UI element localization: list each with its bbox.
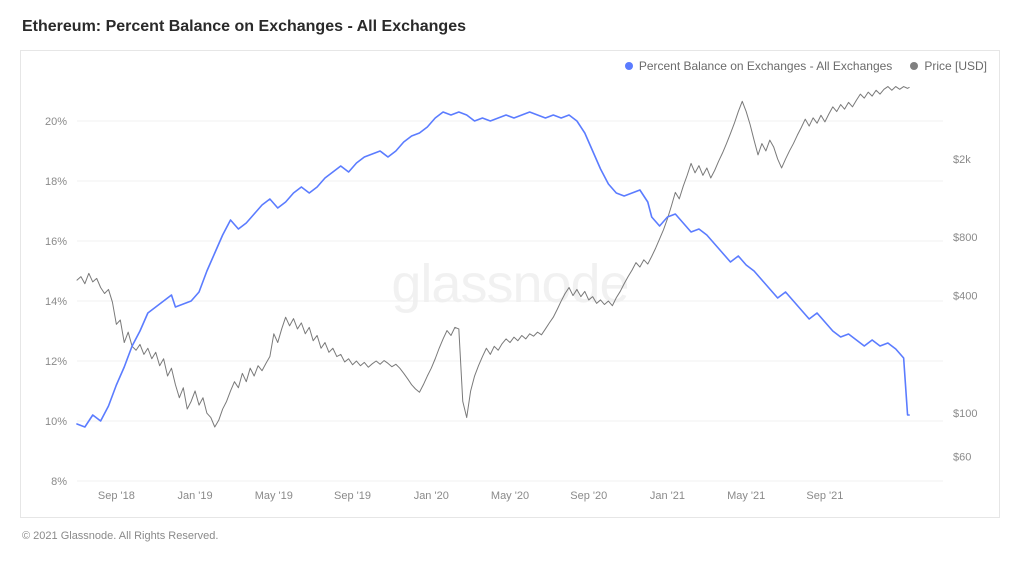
svg-text:16%: 16% xyxy=(45,236,67,248)
svg-text:$100: $100 xyxy=(953,408,977,420)
svg-text:20%: 20% xyxy=(45,116,67,128)
svg-text:Jan '21: Jan '21 xyxy=(650,490,685,502)
svg-text:Sep '20: Sep '20 xyxy=(570,490,607,502)
svg-text:8%: 8% xyxy=(51,476,67,488)
svg-text:May '19: May '19 xyxy=(255,490,293,502)
svg-text:$2k: $2k xyxy=(953,154,971,166)
svg-text:$400: $400 xyxy=(953,291,977,303)
svg-text:18%: 18% xyxy=(45,176,67,188)
svg-text:10%: 10% xyxy=(45,416,67,428)
chart-frame: Percent Balance on Exchanges - All Excha… xyxy=(20,50,1000,518)
svg-text:Sep '19: Sep '19 xyxy=(334,490,371,502)
svg-text:Jan '20: Jan '20 xyxy=(414,490,449,502)
chart-title: Ethereum: Percent Balance on Exchanges -… xyxy=(22,18,1000,36)
chart-svg: 8% 10% 12% 14% 16% 18% 20% $60 $100 $400 $800 $2k Se… xyxy=(21,51,999,517)
svg-text:$60: $60 xyxy=(953,452,971,464)
svg-text:Sep '18: Sep '18 xyxy=(98,490,135,502)
copyright-footer: © 2021 Glassnode. All Rights Reserved. xyxy=(22,530,1000,542)
svg-text:Sep '21: Sep '21 xyxy=(806,490,843,502)
svg-text:Jan '19: Jan '19 xyxy=(178,490,213,502)
svg-text:May '21: May '21 xyxy=(727,490,765,502)
svg-text:12%: 12% xyxy=(45,356,67,368)
svg-text:May '20: May '20 xyxy=(491,490,529,502)
svg-text:14%: 14% xyxy=(45,296,67,308)
svg-text:$800: $800 xyxy=(953,232,977,244)
